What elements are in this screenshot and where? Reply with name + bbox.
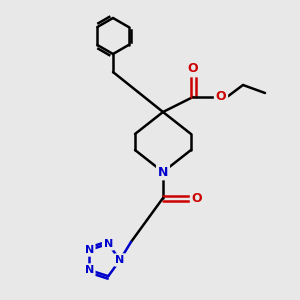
Text: N: N — [103, 239, 113, 249]
Text: O: O — [188, 62, 198, 76]
Text: N: N — [85, 265, 94, 275]
Text: N: N — [116, 255, 124, 265]
Text: O: O — [192, 191, 202, 205]
Text: N: N — [85, 245, 94, 255]
Text: N: N — [158, 166, 168, 178]
Text: O: O — [216, 91, 226, 103]
